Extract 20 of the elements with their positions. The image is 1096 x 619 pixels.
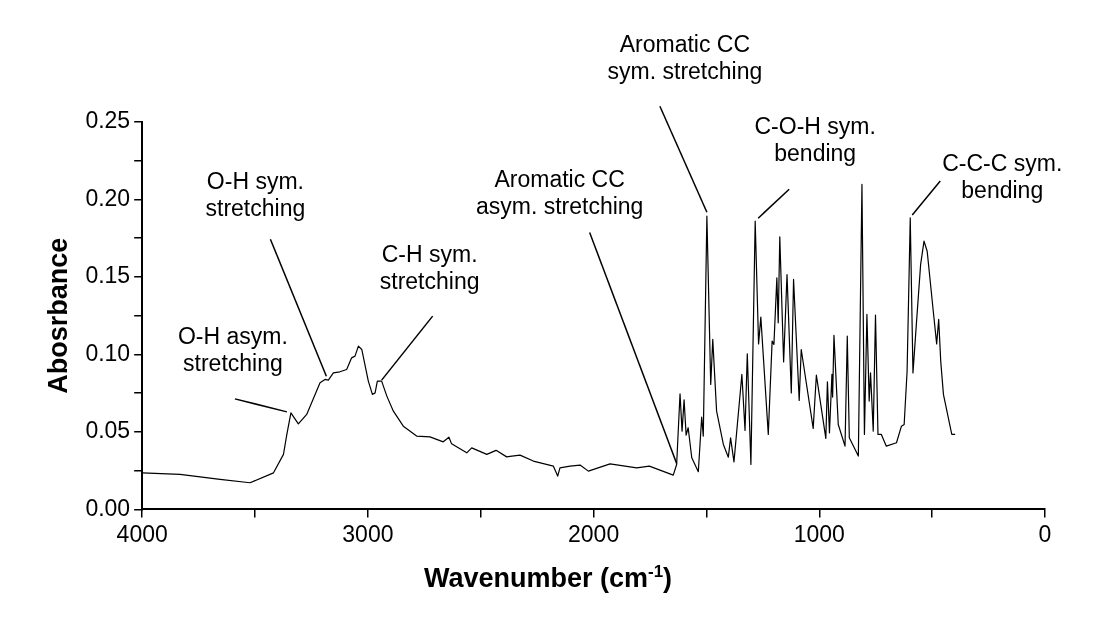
x-axis-title: Wavenumber (cm$^{-1}$) — [422, 562, 674, 594]
x-tick-label: 3000 — [342, 520, 394, 547]
annotation: O-H asym. stretching — [177, 322, 288, 376]
x-tick-label: 1000 — [793, 520, 845, 547]
y-tick-label: 0.00 — [85, 494, 131, 521]
x-tick-label: 0 — [1038, 520, 1052, 547]
annotation: Aromatic CC sym. stretching — [607, 31, 763, 85]
annotation: O-H sym. stretching — [205, 168, 306, 222]
y-axis-title: Abosrbance — [42, 237, 73, 394]
y-tick-label: 0.15 — [85, 262, 131, 289]
y-tick-label: 0.20 — [85, 184, 131, 211]
annotation: C-H sym. stretching — [379, 240, 480, 294]
y-tick-label: 0.10 — [85, 339, 131, 366]
x-tick-label: 4000 — [116, 520, 168, 547]
x-tick-label: 2000 — [568, 520, 620, 547]
y-tick-label: 0.25 — [85, 107, 131, 134]
annotation: Aromatic CC asym. stretching — [475, 166, 644, 220]
y-tick-label: 0.05 — [85, 417, 131, 444]
annotation: C-O-H sym. bending — [754, 113, 876, 167]
annotation: C-C-C sym. bending — [942, 149, 1063, 203]
